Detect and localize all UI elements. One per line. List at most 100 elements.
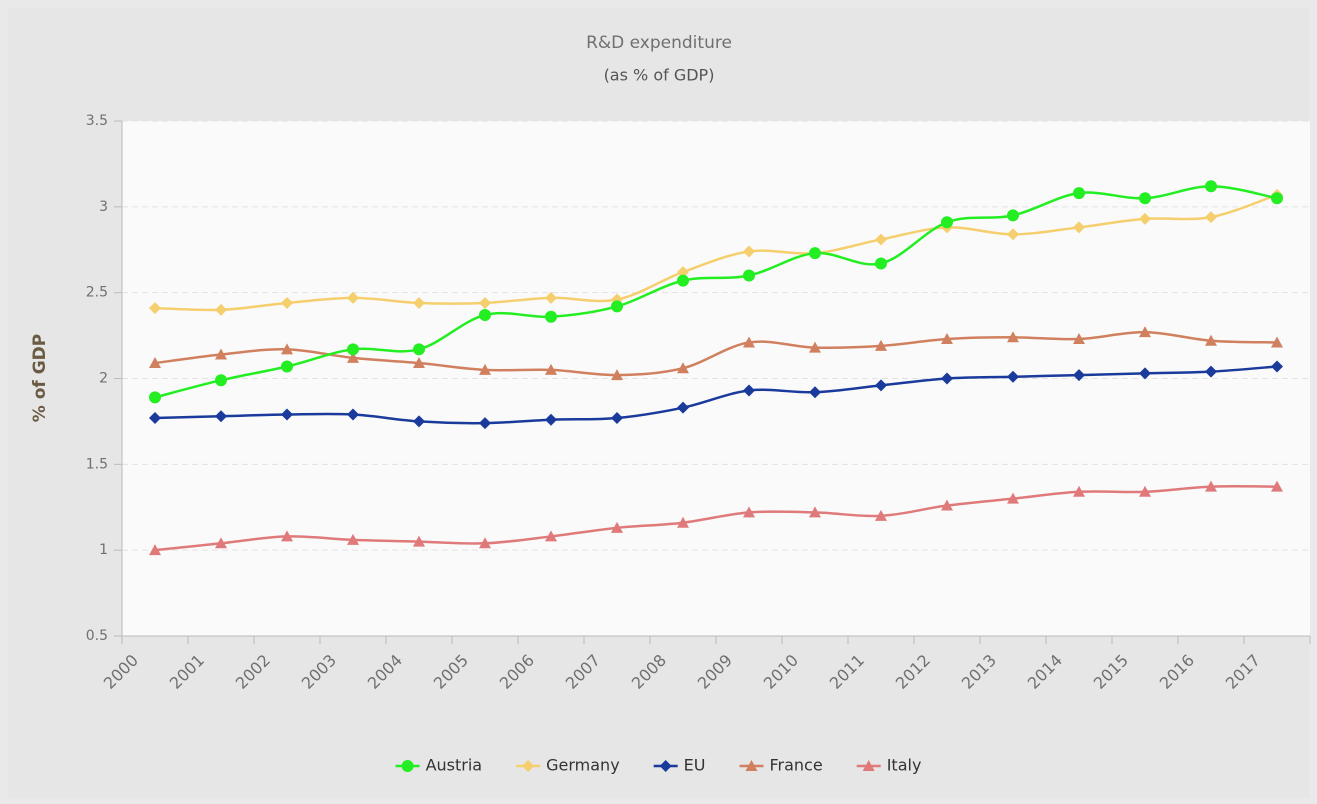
marker [479, 417, 491, 430]
marker [1007, 331, 1019, 343]
marker [347, 351, 359, 363]
marker [659, 760, 672, 772]
marker [545, 291, 557, 304]
marker [281, 296, 293, 309]
marker [149, 411, 161, 424]
y-tick-label: 2.5 [86, 285, 108, 301]
y-axis-title: % of GDP [30, 334, 50, 422]
marker [281, 360, 293, 373]
marker [149, 357, 161, 369]
marker [677, 266, 689, 279]
marker [875, 233, 887, 246]
marker [677, 516, 689, 528]
series-line [154, 365, 1278, 425]
marker [611, 521, 623, 533]
marker [1205, 480, 1217, 492]
marker [1139, 367, 1151, 380]
marker [743, 384, 755, 397]
marker [215, 410, 227, 423]
marker [413, 343, 425, 356]
marker [413, 415, 425, 428]
marker [1205, 365, 1217, 378]
marker [677, 274, 689, 287]
marker [479, 308, 491, 321]
marker [347, 533, 359, 545]
marker [215, 374, 227, 387]
marker [1271, 192, 1283, 205]
marker [1073, 485, 1085, 497]
marker [809, 386, 821, 399]
marker [875, 339, 887, 351]
marker [413, 535, 425, 547]
marker [941, 216, 953, 229]
series-line [154, 485, 1278, 552]
marker [875, 257, 887, 270]
y-tick-label: 3.5 [86, 113, 108, 129]
y-tick-label: 3 [99, 199, 108, 215]
chart-title: R&D expenditure [586, 33, 732, 53]
marker [401, 760, 414, 772]
marker [875, 379, 887, 392]
marker [1139, 192, 1151, 205]
marker [1139, 212, 1151, 225]
marker [281, 530, 293, 542]
marker [149, 544, 161, 556]
legend-label: France [769, 756, 822, 775]
marker [875, 509, 887, 521]
marker [1073, 333, 1085, 345]
marker [545, 363, 557, 375]
marker [743, 506, 755, 518]
marker [611, 300, 623, 313]
marker [522, 760, 535, 772]
marker [215, 303, 227, 316]
marker [743, 269, 755, 282]
marker [149, 302, 161, 315]
marker [347, 408, 359, 421]
marker [1205, 334, 1217, 346]
y-tick-label: 2 [99, 371, 108, 387]
marker [941, 333, 953, 345]
marker [1073, 221, 1085, 234]
marker [1271, 360, 1283, 373]
marker [347, 343, 359, 356]
marker [545, 310, 557, 323]
marker [1073, 369, 1085, 382]
series-line [154, 193, 1278, 312]
marker [1271, 336, 1283, 348]
marker [809, 506, 821, 518]
marker [1073, 187, 1085, 200]
marker [941, 372, 953, 385]
marker [1007, 228, 1019, 241]
marker [479, 537, 491, 549]
y-tick-label: 1 [99, 542, 108, 558]
marker [1007, 209, 1019, 222]
series-line [154, 330, 1278, 377]
marker [611, 411, 623, 424]
marker [743, 336, 755, 348]
marker [745, 760, 758, 771]
marker [545, 413, 557, 426]
marker [809, 341, 821, 353]
legend-label: Germany [546, 756, 620, 775]
marker [479, 363, 491, 375]
legend-label: Italy [887, 756, 922, 775]
marker [215, 348, 227, 360]
marker [1007, 370, 1019, 383]
marker [413, 357, 425, 369]
marker [281, 408, 293, 421]
marker [1139, 485, 1151, 497]
marker [281, 343, 293, 355]
marker [611, 369, 623, 381]
chart-subtitle: (as % of GDP) [604, 66, 715, 85]
legend: Austria Germany EU France Italy [395, 756, 922, 775]
marker [1139, 326, 1151, 338]
marker [809, 247, 821, 260]
marker [743, 245, 755, 258]
marker [1205, 180, 1217, 193]
marker [1205, 211, 1217, 224]
y-tick-label: 1.5 [86, 456, 108, 472]
legend-label: EU [684, 756, 706, 775]
marker [149, 391, 161, 404]
marker [941, 499, 953, 511]
